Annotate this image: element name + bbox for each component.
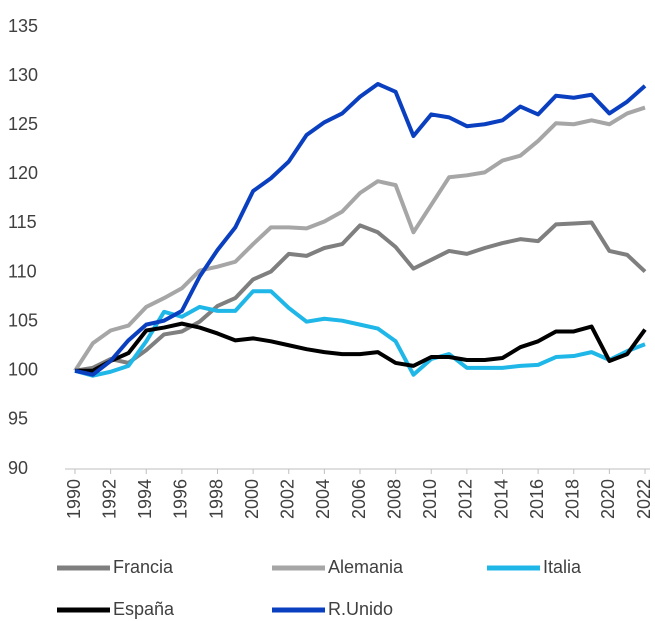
- x-tick-label: 2022: [634, 479, 654, 519]
- series-line: [73, 105, 646, 372]
- x-tick-label: 1996: [171, 479, 191, 519]
- x-tick-label: 1998: [206, 479, 226, 519]
- legend-label: Francia: [113, 557, 174, 577]
- x-tick-label: 2000: [242, 479, 262, 519]
- y-tick-label: 90: [8, 458, 28, 478]
- legend-label: Italia: [543, 557, 582, 577]
- series-line: [74, 81, 647, 377]
- y-tick-label: 95: [8, 409, 28, 429]
- legend-label: España: [113, 599, 175, 619]
- x-tick-label: 1992: [99, 479, 119, 519]
- x-tick-label: 2012: [456, 479, 476, 519]
- x-tick-label: 2008: [384, 479, 404, 519]
- x-tick-label: 2018: [563, 479, 583, 519]
- y-tick-label: 115: [8, 212, 37, 232]
- y-tick-label: 135: [8, 16, 38, 36]
- y-tick-label: 100: [8, 360, 38, 380]
- y-tick-label: 105: [8, 310, 38, 330]
- x-tick-label: 2004: [313, 479, 333, 519]
- y-tick-label: 110: [8, 261, 37, 281]
- y-tick-label: 130: [8, 65, 38, 85]
- x-tick-label: 2010: [420, 479, 440, 519]
- x-tick-label: 2014: [491, 479, 511, 519]
- x-tick-label: 2016: [527, 479, 547, 519]
- series-line: [74, 289, 646, 378]
- x-tick-label: 1994: [135, 479, 155, 519]
- x-tick-label: 2020: [598, 479, 618, 519]
- legend-label: Alemania: [328, 557, 404, 577]
- series-line: [75, 321, 647, 373]
- y-tick-label: 125: [8, 114, 38, 134]
- x-tick-label: 2006: [349, 479, 369, 519]
- y-tick-label: 120: [8, 163, 38, 183]
- x-tick-label: 1990: [64, 479, 84, 519]
- series-line: [74, 220, 647, 373]
- legend-label: R.Unido: [328, 599, 393, 619]
- x-tick-label: 2002: [278, 479, 298, 519]
